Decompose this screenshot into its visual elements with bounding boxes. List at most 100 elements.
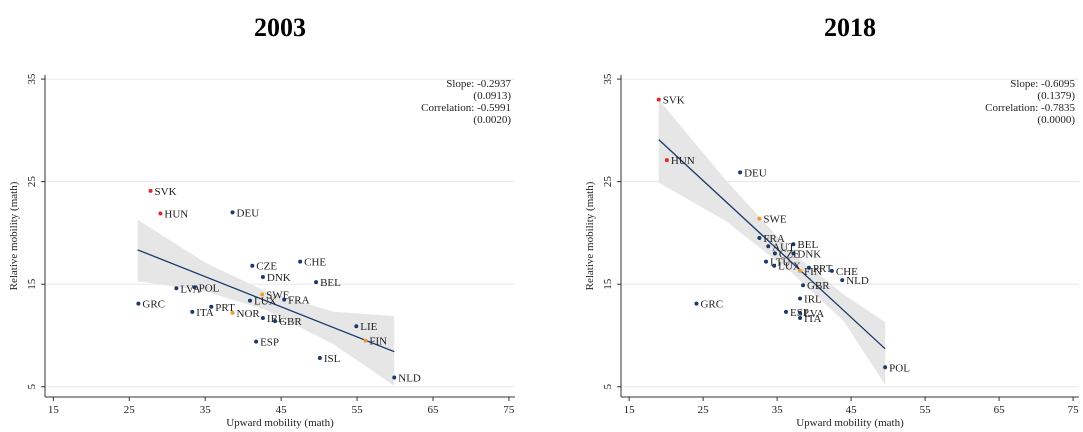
point [248, 298, 253, 303]
point-label: AUT [772, 241, 795, 253]
point [230, 210, 235, 215]
point [798, 296, 803, 301]
annotation: (0.0020) [473, 114, 511, 126]
point [174, 286, 179, 291]
annotation: Slope: -0.2937 [446, 78, 511, 90]
point [764, 259, 769, 264]
point-label: LUX [778, 261, 801, 273]
point [136, 301, 141, 306]
point-label: PRT [215, 302, 235, 314]
point-label: CHE [304, 257, 326, 269]
y-tick-label: 15 [602, 278, 614, 290]
x-tick-label: 55 [352, 404, 364, 416]
annotation: Correlation: -0.5991 [421, 102, 511, 114]
point-label: ITA [196, 307, 214, 319]
point [757, 216, 762, 221]
point-label: GRC [142, 299, 165, 311]
point-label: HUN [164, 208, 188, 220]
annotation: (0.0913) [473, 90, 511, 102]
point [766, 244, 771, 249]
x-tick-label: 75 [503, 404, 515, 416]
annotation: (0.0000) [1037, 114, 1075, 126]
point [260, 275, 265, 280]
point-label: DNK [267, 272, 291, 284]
point-label: HUN [671, 155, 695, 167]
point-label: BEL [320, 277, 341, 289]
x-tick-label: 15 [48, 404, 60, 416]
y-tick-label: 5 [26, 383, 38, 389]
point [317, 356, 322, 361]
x-tick-label: 25 [124, 404, 136, 416]
point [772, 263, 777, 268]
point-label: DEU [237, 207, 260, 219]
point-label: FRA [288, 295, 309, 307]
point-label: FIN [804, 266, 822, 278]
point-label: DNK [797, 248, 821, 260]
y-tick-label: 5 [602, 383, 614, 389]
x-axis-label: Upward mobility (math) [796, 417, 904, 429]
point-label: ISL [324, 353, 341, 365]
point-label: ESP [260, 337, 279, 349]
point [694, 301, 699, 306]
point [158, 211, 163, 216]
point [282, 297, 287, 302]
point [314, 280, 319, 285]
point [801, 283, 806, 288]
point [254, 339, 259, 344]
point-label: LVA [180, 283, 200, 295]
chart-title: 2003 [254, 13, 306, 42]
x-tick-label: 35 [772, 404, 784, 416]
point-label: ITA [804, 313, 822, 325]
point [354, 324, 359, 329]
point [363, 338, 368, 343]
point-label: SVK [663, 95, 685, 107]
point [250, 263, 255, 268]
point [230, 310, 235, 315]
point-label: BEL [797, 239, 818, 251]
x-tick-label: 35 [200, 404, 212, 416]
y-axis-label: Relative mobility (math) [584, 181, 596, 290]
x-tick-label: 45 [846, 404, 858, 416]
point [209, 304, 214, 309]
x-tick-label: 45 [276, 404, 288, 416]
annotation: Slope: -0.6095 [1010, 78, 1075, 90]
fit-line [137, 249, 395, 353]
point [192, 285, 197, 290]
chart-title: 2018 [824, 13, 876, 42]
point-label: SWE [763, 214, 787, 226]
confidence-band [137, 219, 395, 386]
point [806, 265, 811, 270]
y-axis-label: Relative mobility (math) [8, 181, 20, 290]
y-tick-label: 25 [26, 176, 38, 188]
annotation: (0.1379) [1037, 90, 1075, 102]
point [840, 278, 845, 283]
point-label: PRT [813, 263, 833, 275]
point-label: IRL [804, 294, 822, 306]
point [791, 242, 796, 247]
point-label: FIN [369, 336, 387, 348]
point-label: FRA [763, 233, 784, 245]
point [148, 188, 153, 193]
point [757, 236, 762, 241]
point [772, 251, 777, 256]
point-label: IRL [267, 313, 285, 325]
point-label: NLD [846, 275, 869, 287]
fit-line [658, 139, 886, 350]
y-tick-label: 25 [602, 176, 614, 188]
point [798, 316, 803, 321]
point [798, 268, 803, 273]
x-tick-label: 65 [427, 404, 439, 416]
point [791, 251, 796, 256]
y-tick-label: 35 [602, 73, 614, 85]
point [664, 158, 669, 163]
x-axis-label: Upward mobility (math) [226, 417, 334, 429]
x-tick-label: 25 [698, 404, 710, 416]
point [656, 97, 661, 102]
x-tick-label: 65 [994, 404, 1006, 416]
point [260, 316, 265, 321]
point-label: NLD [398, 373, 421, 385]
point [883, 365, 888, 370]
point-label: GBR [807, 280, 830, 292]
point-label: POL [199, 282, 220, 294]
